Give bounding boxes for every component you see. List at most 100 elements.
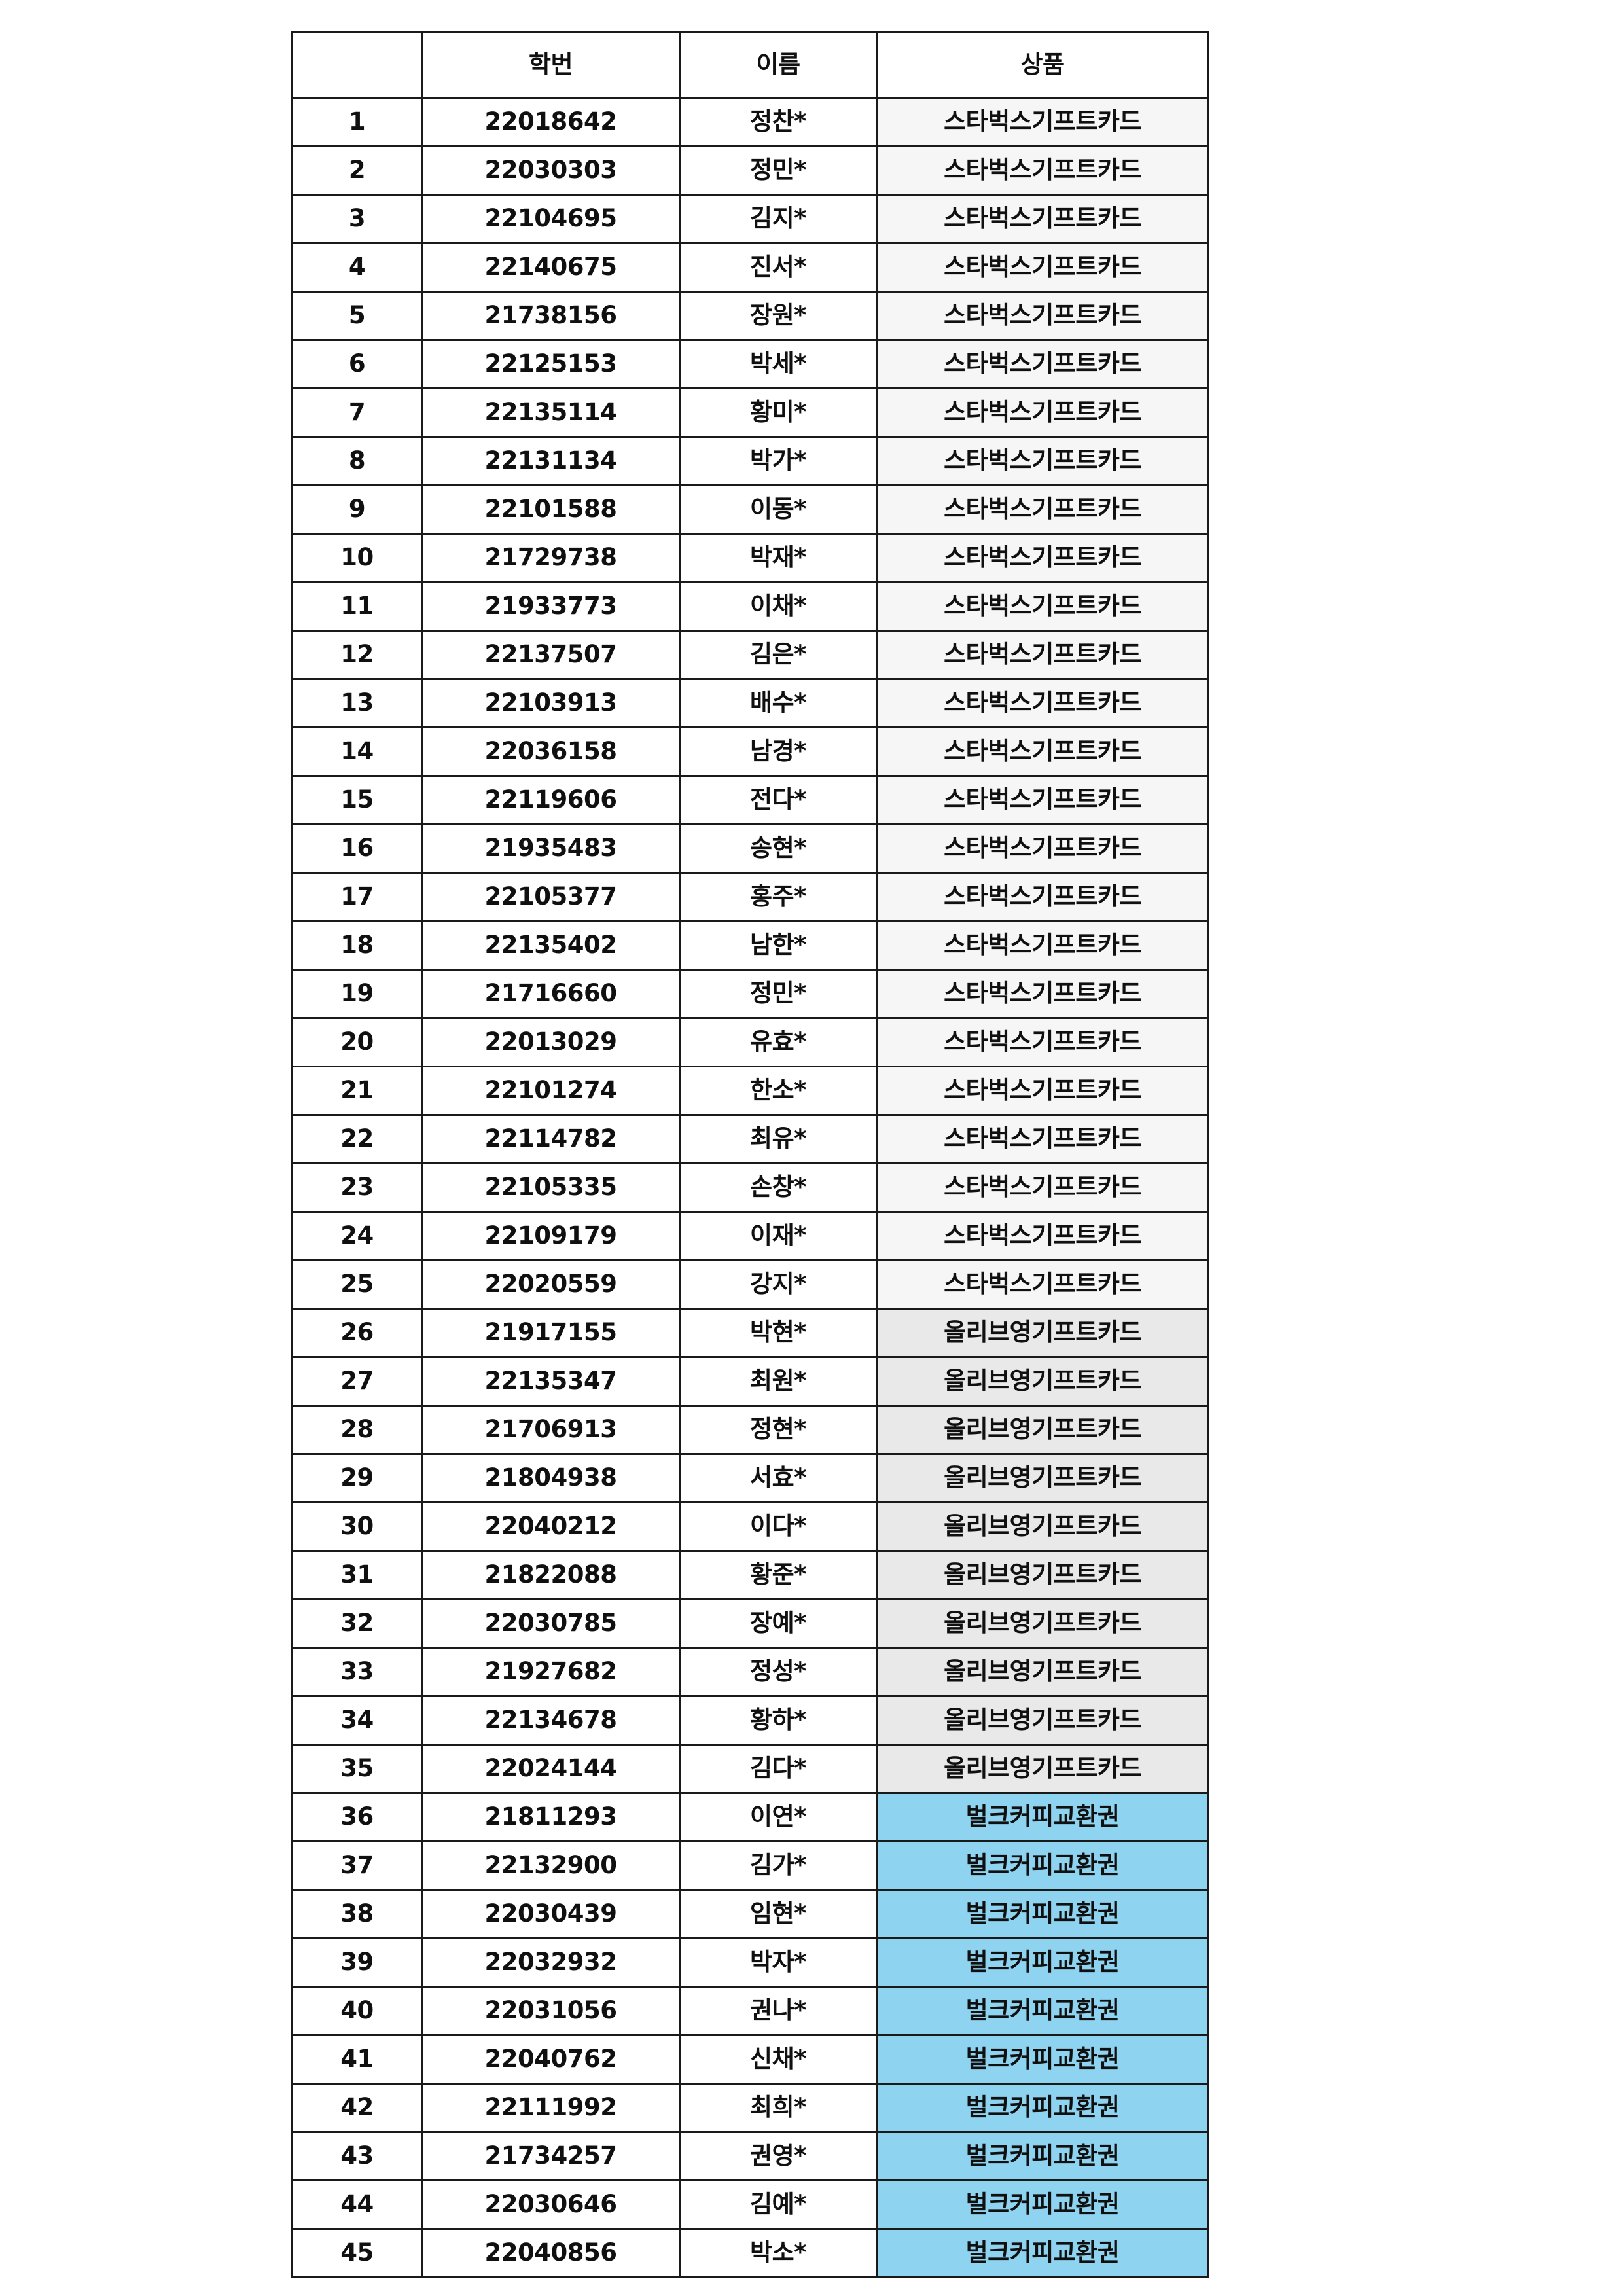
student-id-cell: 22105377 [421,872,681,922]
student-id-cell: 22111992 [421,2083,681,2133]
student-name-cell: 김가* [679,1840,878,1891]
student-name-cell: 장예* [679,1598,878,1649]
student-id-cell: 21734257 [421,2131,681,2181]
table-row: 32 22030785 장예* 올리브영기프트카드 [291,1598,1209,1649]
student-id-cell: 22032932 [421,1937,681,1988]
table-row: 11 21933773 이채* 스타벅스기프트카드 [291,581,1209,632]
table-row: 34 22134678 황하* 올리브영기프트카드 [291,1695,1209,1746]
student-id-cell: 22125153 [421,339,681,389]
student-name-cell: 김예* [679,2179,878,2230]
student-name-cell: 정민* [679,145,878,196]
table-row: 15 22119606 전다* 스타벅스기프트카드 [291,775,1209,825]
prize-cell: 스타벅스기프트카드 [876,581,1209,632]
prize-cell: 스타벅스기프트카드 [876,484,1209,535]
prize-cell: 올리브영기프트카드 [876,1308,1209,1358]
student-name-cell: 황미* [679,387,878,438]
student-name-cell: 배수* [679,678,878,728]
prize-cell: 스타벅스기프트카드 [876,97,1209,147]
row-index-cell: 8 [291,436,423,486]
prize-cell: 벌크커피교환권 [876,1792,1209,1842]
prize-cell: 스타벅스기프트카드 [876,678,1209,728]
row-index-cell: 34 [291,1695,423,1746]
row-index-cell: 3 [291,194,423,244]
row-index-cell: 27 [291,1356,423,1407]
prize-cell: 스타벅스기프트카드 [876,1162,1209,1213]
prize-cell: 벌크커피교환권 [876,1840,1209,1891]
prize-cell: 스타벅스기프트카드 [876,920,1209,971]
prize-cell: 스타벅스기프트카드 [876,630,1209,680]
student-name-cell: 서효* [679,1453,878,1503]
prize-cell: 벌크커피교환권 [876,2228,1209,2278]
student-id-cell: 22103913 [421,678,681,728]
row-index-cell: 40 [291,1986,423,2036]
table-header: 학번 이름 상품 [291,31,1209,99]
student-id-cell: 21822088 [421,1550,681,1600]
table-row: 41 22040762 신채* 벌크커피교환권 [291,2034,1209,2085]
row-index-cell: 35 [291,1744,423,1794]
row-index-cell: 22 [291,1114,423,1164]
prize-cell: 스타벅스기프트카드 [876,726,1209,777]
student-id-cell: 22135347 [421,1356,681,1407]
prize-cell: 스타벅스기프트카드 [876,969,1209,1019]
row-index-cell: 14 [291,726,423,777]
row-index-cell: 26 [291,1308,423,1358]
row-index-cell: 23 [291,1162,423,1213]
student-id-cell: 22132900 [421,1840,681,1891]
student-id-cell: 21738156 [421,291,681,341]
student-name-cell: 남한* [679,920,878,971]
student-id-cell: 22018642 [421,97,681,147]
student-id-cell: 22104695 [421,194,681,244]
row-index-cell: 18 [291,920,423,971]
student-id-cell: 22040856 [421,2228,681,2278]
table-row: 28 21706913 정현* 올리브영기프트카드 [291,1405,1209,1455]
row-index-cell: 42 [291,2083,423,2133]
student-id-cell: 22013029 [421,1017,681,1067]
student-name-cell: 박자* [679,1937,878,1988]
student-name-cell: 전다* [679,775,878,825]
row-index-cell: 21 [291,1066,423,1116]
row-index-cell: 13 [291,678,423,728]
table-row: 33 21927682 정성* 올리브영기프트카드 [291,1647,1209,1697]
table-row: 6 22125153 박세* 스타벅스기프트카드 [291,339,1209,389]
student-name-cell: 유효* [679,1017,878,1067]
student-name-cell: 남경* [679,726,878,777]
row-index-cell: 33 [291,1647,423,1697]
prize-cell: 스타벅스기프트카드 [876,872,1209,922]
student-name-cell: 권영* [679,2131,878,2181]
table-row: 43 21734257 권영* 벌크커피교환권 [291,2131,1209,2181]
student-id-cell: 22040212 [421,1501,681,1552]
student-id-cell: 22030646 [421,2179,681,2230]
student-name-cell: 정찬* [679,97,878,147]
prize-cell: 스타벅스기프트카드 [876,1066,1209,1116]
table-row: 14 22036158 남경* 스타벅스기프트카드 [291,726,1209,777]
student-id-cell: 22105335 [421,1162,681,1213]
row-index-cell: 29 [291,1453,423,1503]
table-row: 4 22140675 진서* 스타벅스기프트카드 [291,242,1209,293]
column-header-student-id: 학번 [421,31,681,99]
row-index-cell: 7 [291,387,423,438]
student-name-cell: 최원* [679,1356,878,1407]
student-name-cell: 이다* [679,1501,878,1552]
table-row: 8 22131134 박가* 스타벅스기프트카드 [291,436,1209,486]
table-row: 19 21716660 정민* 스타벅스기프트카드 [291,969,1209,1019]
row-index-cell: 4 [291,242,423,293]
prize-cell: 스타벅스기프트카드 [876,291,1209,341]
table-row: 38 22030439 임현* 벌크커피교환권 [291,1889,1209,1939]
prize-cell: 스타벅스기프트카드 [876,1259,1209,1310]
row-index-cell: 19 [291,969,423,1019]
student-name-cell: 박재* [679,533,878,583]
column-header-name: 이름 [679,31,878,99]
header-row: 학번 이름 상품 [291,31,1209,99]
table-row: 1 22018642 정찬* 스타벅스기프트카드 [291,97,1209,147]
table-row: 17 22105377 홍주* 스타벅스기프트카드 [291,872,1209,922]
row-index-cell: 2 [291,145,423,196]
student-id-cell: 22114782 [421,1114,681,1164]
student-id-cell: 22030439 [421,1889,681,1939]
student-id-cell: 22101588 [421,484,681,535]
student-name-cell: 이재* [679,1211,878,1261]
row-index-cell: 1 [291,97,423,147]
row-index-cell: 6 [291,339,423,389]
student-name-cell: 정현* [679,1405,878,1455]
student-id-cell: 22030303 [421,145,681,196]
